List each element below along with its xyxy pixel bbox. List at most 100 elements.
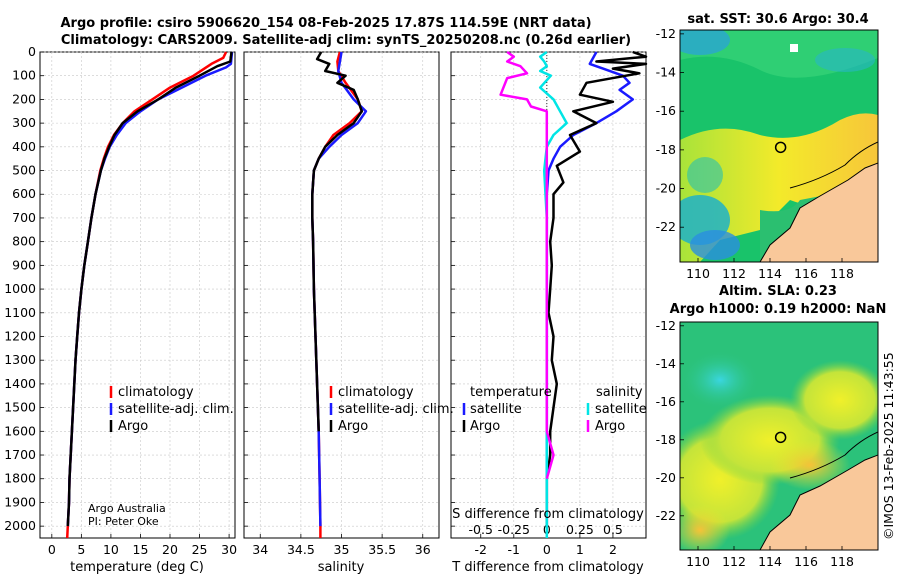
- map-ytick-label: -16: [656, 103, 676, 118]
- xtick-label: 0: [48, 542, 56, 557]
- map-xtick-label: 114: [758, 554, 782, 569]
- xtick-label: 2: [609, 542, 617, 557]
- xtick-label: 25: [192, 542, 208, 557]
- map-xtick-label: 110: [686, 266, 710, 281]
- temperature-axes: [39, 51, 236, 539]
- map-xtick-label: 112: [722, 554, 746, 569]
- xtick-label: 36: [415, 542, 431, 557]
- s-xtick-label: 0.5: [603, 522, 623, 537]
- s-xtick-label: -0.25: [498, 522, 530, 537]
- legend-t-argo: Argo: [470, 419, 500, 434]
- xtick-label: -2: [475, 542, 487, 557]
- s-xtick-label: -0.5: [469, 522, 493, 537]
- legend-climatology: climatology: [118, 385, 194, 400]
- ytick-label: 900: [12, 257, 36, 272]
- difference-xlabel: T difference from climatology: [451, 560, 644, 575]
- sla-map-title-line1: Altim. SLA: 0.23: [719, 284, 837, 299]
- map-ytick-label: -22: [656, 508, 676, 523]
- ytick-label: 1000: [4, 281, 36, 296]
- ytick-label: 200: [12, 91, 36, 106]
- map-ytick-label: -20: [656, 181, 676, 196]
- map-ytick-label: -16: [656, 394, 676, 409]
- timestamp-stamp: ©IMOS 13-Feb-2025 11:43:55: [881, 352, 896, 540]
- ytick-label: 300: [12, 115, 36, 130]
- map-ytick-label: -22: [656, 219, 676, 234]
- sla-map-title-line2: Argo h1000: 0.19 h2000: NaN: [670, 302, 887, 317]
- xtick-label: 35: [334, 542, 350, 557]
- map-ytick-label: -12: [656, 318, 676, 333]
- ytick-label: 1700: [4, 447, 36, 462]
- ytick-label: 0: [28, 44, 36, 59]
- legend-t-satellite: satellite: [470, 402, 522, 417]
- figure-title-line2: Climatology: CARS2009. Satellite-adj cli…: [61, 33, 631, 48]
- ytick-label: 1600: [4, 423, 36, 438]
- legend-title-temperature: temperature: [470, 385, 552, 400]
- xtick-label: 0: [543, 542, 551, 557]
- sst-argo-marker: [774, 141, 787, 154]
- difference-legend-salinity: salinity satellite Argo: [586, 385, 647, 434]
- sst-land: [759, 162, 878, 262]
- difference-series-t-argo: [545, 50, 648, 527]
- xtick-label: 15: [133, 542, 149, 557]
- difference-legend-temperature: temperature satellite Argo: [462, 385, 552, 434]
- difference-series-s-argo: [499, 50, 555, 480]
- legend-argo: Argo: [118, 419, 148, 434]
- temperature-xlabel: temperature (deg C): [70, 560, 204, 575]
- sst-map-field: [680, 30, 878, 262]
- difference-xlabel-top: S difference from climatology: [452, 507, 644, 522]
- salinity-legend: climatology satellite-adj. clim. Argo: [329, 385, 454, 434]
- map-ytick-label: -12: [656, 26, 676, 41]
- ytick-label: 1100: [4, 305, 36, 320]
- figure-title-line1: Argo profile: csiro 5906620_154 08-Feb-2…: [60, 16, 591, 31]
- legend-climatology: climatology: [338, 385, 414, 400]
- map-xtick-label: 116: [794, 554, 818, 569]
- xtick-label: 34: [252, 542, 268, 557]
- salinity-xlabel: salinity: [318, 560, 365, 575]
- map-xtick-label: 116: [794, 266, 818, 281]
- xtick-label: 10: [103, 542, 119, 557]
- s-xtick-label: 0.25: [566, 522, 594, 537]
- salinity-series-argo: [311, 51, 364, 432]
- ytick-label: 1900: [4, 494, 36, 509]
- temperature-series-argo: [66, 51, 233, 527]
- ytick-label: 100: [12, 68, 36, 83]
- xtick-label: -1: [508, 542, 520, 557]
- sla-map-field: [680, 322, 878, 550]
- xtick-label: 20: [162, 542, 178, 557]
- ytick-label: 700: [12, 210, 36, 225]
- ytick-label: 1200: [4, 328, 36, 343]
- sla-map-frame: [679, 321, 879, 551]
- ytick-label: 2000: [4, 518, 36, 533]
- sla-land: [759, 454, 878, 550]
- sst-map-title: sat. SST: 30.6 Argo: 30.4: [687, 12, 868, 27]
- xtick-label: 1: [576, 542, 584, 557]
- legend-satellite: satellite-adj. clim.: [118, 402, 234, 417]
- map-xtick-label: 112: [722, 266, 746, 281]
- credit-line1: Argo Australia: [88, 502, 166, 515]
- legend-s-satellite: satellite: [595, 402, 647, 417]
- map-xtick-label: 110: [686, 554, 710, 569]
- ytick-label: 1400: [4, 376, 36, 391]
- ytick-label: 1800: [4, 471, 36, 486]
- ytick-label: 800: [12, 234, 36, 249]
- temperature-legend: climatology satellite-adj. clim. Argo: [109, 385, 234, 434]
- map-ytick-label: -18: [656, 142, 676, 157]
- ytick-label: 600: [12, 186, 36, 201]
- map-xtick-label: 114: [758, 266, 782, 281]
- xtick-label: 5: [77, 542, 85, 557]
- legend-s-argo: Argo: [595, 419, 625, 434]
- xtick-label: 35.5: [368, 542, 396, 557]
- ytick-label: 1500: [4, 400, 36, 415]
- ytick-label: 400: [12, 139, 36, 154]
- ytick-label: 1300: [4, 352, 36, 367]
- xtick-label: 30: [221, 542, 237, 557]
- xtick-label: 34.5: [287, 542, 315, 557]
- sst-map-frame: [679, 29, 879, 263]
- ytick-label: 500: [12, 163, 36, 178]
- map-xtick-label: 118: [830, 266, 854, 281]
- legend-title-salinity: salinity: [596, 385, 643, 400]
- map-ytick-label: -18: [656, 432, 676, 447]
- sla-argo-marker: [774, 431, 787, 444]
- credit-line2: PI: Peter Oke: [88, 515, 159, 528]
